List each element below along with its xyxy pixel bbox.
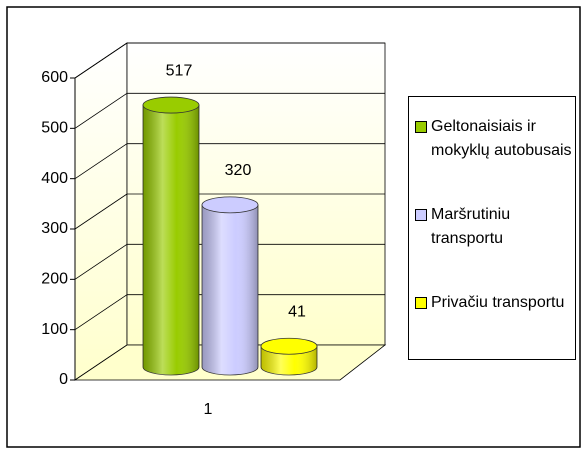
legend-entry: Geltonaisiais ir mokyklų autobusais xyxy=(415,115,573,162)
cylinder-top xyxy=(142,96,200,114)
y-tick-label: 200 xyxy=(41,271,68,288)
x-tick-label: 1 xyxy=(204,401,213,418)
y-tick-label: 300 xyxy=(41,220,68,237)
legend-swatch xyxy=(415,121,427,133)
cylinder-shade xyxy=(143,105,199,375)
cylinder-shade xyxy=(202,204,258,375)
y-tick-label: 600 xyxy=(41,69,68,86)
grid-line xyxy=(74,193,128,230)
y-tick-label: 100 xyxy=(41,321,68,338)
grid-line xyxy=(74,42,128,79)
y-tick-label: 500 xyxy=(41,120,68,137)
cylinder-top xyxy=(201,196,259,214)
legend: Geltonaisiais ir mokyklų autobusais Maršr… xyxy=(408,96,576,360)
legend-entry: Privačiu transportu xyxy=(415,291,573,315)
legend-label: Privačiu transportu xyxy=(431,294,565,311)
y-tick-label: 0 xyxy=(59,371,68,388)
y-tick-label: 400 xyxy=(41,170,68,187)
legend-swatch xyxy=(415,209,427,221)
data-label: 41 xyxy=(288,303,306,320)
grid-line xyxy=(74,143,128,179)
legend-entry: Maršrutiniu transportu xyxy=(415,203,573,250)
grid-line xyxy=(74,244,128,280)
grid-line xyxy=(74,294,128,330)
legend-label: Geltonaisiais ir mokyklų autobusais xyxy=(431,118,572,159)
data-label: 320 xyxy=(225,162,252,179)
legend-swatch xyxy=(415,297,427,309)
grid-line xyxy=(74,93,128,129)
legend-label: Maršrutiniu transportu xyxy=(431,206,511,247)
data-label: 517 xyxy=(166,62,193,79)
cylinder-top xyxy=(260,337,318,355)
